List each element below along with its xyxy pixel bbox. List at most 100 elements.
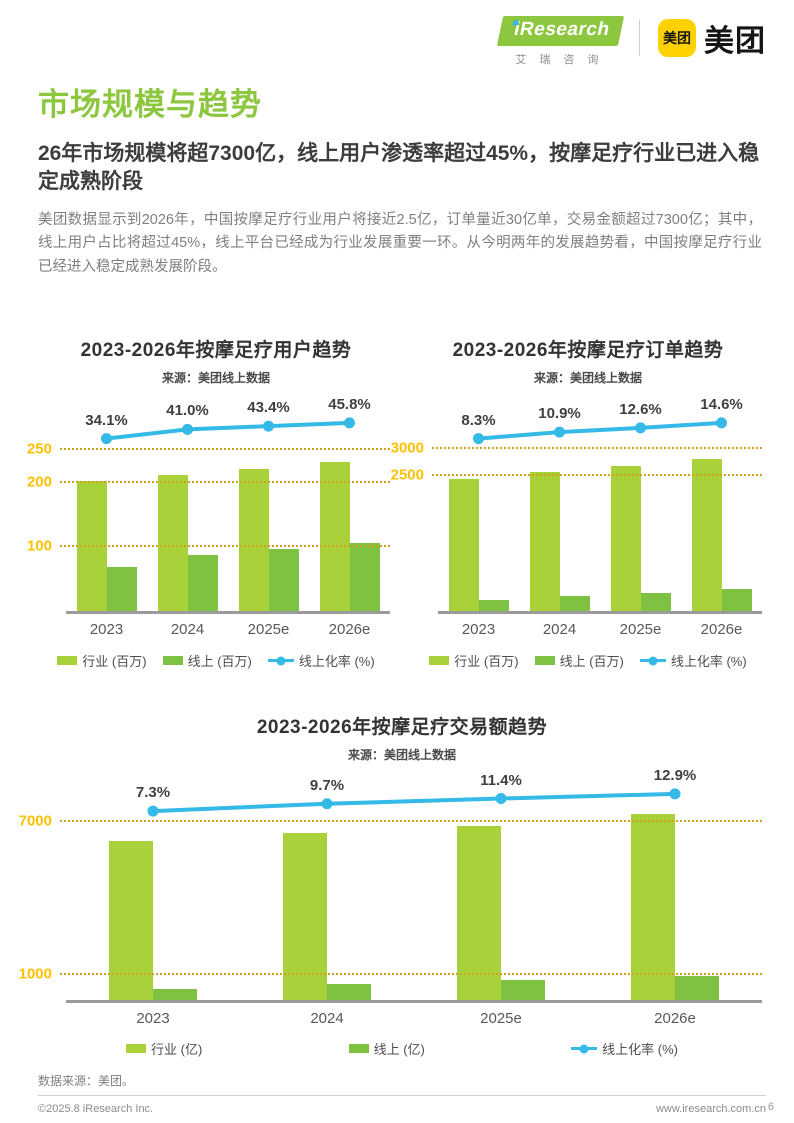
- online-bar: [501, 980, 545, 1001]
- users-trend-chart: 2023-2026年按摩足疗用户趋势 来源：美团线上数据 250 200 100 34…: [27, 335, 394, 670]
- bar-group: [691, 458, 752, 612]
- bar-group: [157, 474, 218, 612]
- x-axis-label: 2025e: [247, 621, 290, 639]
- rate-value-label: 14.6%: [700, 396, 743, 414]
- legend-label: 线上 (亿): [373, 1042, 425, 1058]
- legend: 行业 (百万) 线上 (百万) 线上化率 (%): [38, 651, 394, 670]
- footer-divider: [38, 1095, 766, 1097]
- industry-bar: [238, 469, 269, 612]
- online-bar: [559, 596, 590, 612]
- online-bar: [721, 588, 752, 612]
- chart-title: 2023-2026年按摩足疗交易额趋势: [256, 717, 548, 739]
- plot-area: 250 200 100 34.1% 41.0% 43.4% 45.8%: [27, 396, 390, 615]
- legend-label: 线上化率 (%): [602, 1042, 678, 1058]
- chart-title: 2023-2026年按摩足疗订单趋势: [452, 340, 724, 362]
- x-axis-label: 2026e: [700, 621, 743, 639]
- legend-item: 线上 (百万): [162, 651, 252, 670]
- gridline: 7000: [19, 813, 762, 830]
- bar-group: [529, 472, 590, 612]
- legend-label: 行业 (百万): [82, 654, 147, 670]
- online-bar: [640, 592, 671, 612]
- legend-item: 线上 (亿): [348, 1039, 425, 1058]
- x-axis-labels: 2023 2024 2025e 2026e: [66, 621, 390, 638]
- legend-item: 线上化率 (%): [267, 651, 375, 670]
- meituan-name: 美团: [704, 25, 766, 58]
- iresearch-chinese-name: 艾瑞咨询: [515, 54, 612, 66]
- online-bar: [675, 976, 719, 1001]
- online-bar: [268, 549, 299, 612]
- line-legend-marker: [571, 1044, 598, 1054]
- industry-bar: [529, 472, 560, 612]
- iresearch-logo-text: iResearch: [511, 19, 612, 40]
- charts-row: 2023-2026年按摩足疗用户趋势 来源：美团线上数据 250 200 100 34…: [27, 335, 766, 670]
- online-bar: [187, 555, 218, 612]
- x-axis-label: 2024: [170, 621, 205, 639]
- gridline: 200: [27, 473, 390, 490]
- bar-legend-swatch: [534, 656, 555, 666]
- rate-value-label: 7.3%: [135, 784, 171, 802]
- legend-item: 行业 (百万): [429, 651, 519, 670]
- bar-group: [448, 479, 509, 612]
- rate-point: [263, 420, 274, 432]
- gridline: 250: [27, 441, 390, 458]
- bar-group: [283, 833, 371, 1001]
- x-axis-labels: 2023 2024 2025e 2026e: [438, 621, 762, 638]
- website-link[interactable]: www.iresearch.com.cn: [655, 1103, 766, 1116]
- industry-bar: [283, 833, 327, 1001]
- x-axis-label: 2025e: [480, 1010, 522, 1028]
- rate-line: [101, 417, 355, 445]
- legend-item: 线上化率 (%): [571, 1039, 678, 1058]
- bar-legend-swatch: [126, 1044, 146, 1054]
- page-number: 6: [767, 1101, 774, 1113]
- bar-legend-swatch: [162, 656, 183, 666]
- copyright-text: ©2025.8 iResearch Inc.: [38, 1103, 154, 1116]
- bar-group: [319, 461, 380, 612]
- plot-area: 7000 1000 7.3% 9.7% 11.4% 12.9%: [19, 767, 762, 1004]
- legend-label: 行业 (亿): [151, 1042, 203, 1058]
- online-bar: [106, 566, 137, 612]
- page-title: 市场规模与趋势: [38, 87, 262, 122]
- meituan-logo-icon: 美团: [658, 19, 696, 57]
- meituan-logo: 美团 美团: [658, 16, 766, 60]
- chart-source: 来源：美团线上数据: [161, 371, 270, 386]
- rate-point: [495, 793, 507, 805]
- y-axis-tick-label: 200: [26, 473, 52, 491]
- rate-value-label: 8.3%: [461, 411, 496, 429]
- chart-source: 来源：美团线上数据: [347, 748, 456, 763]
- industry-bar: [157, 474, 188, 612]
- legend-label: 线上化率 (%): [670, 654, 747, 670]
- x-axis-label: 2026e: [328, 621, 371, 639]
- x-axis-label: 2023: [461, 621, 496, 639]
- section-heading: 26年市场规模将超7300亿，线上用户渗透率超过45%，按摩足疗行业已进入稳定成…: [38, 142, 760, 194]
- legend-item: 行业 (亿): [126, 1039, 202, 1058]
- rate-point: [101, 433, 112, 445]
- rate-value-label: 9.7%: [309, 776, 345, 794]
- y-axis-tick-label: 250: [26, 441, 52, 459]
- bar-group: [238, 469, 299, 612]
- rate-point: [669, 788, 681, 800]
- rate-value-label: 11.4%: [480, 771, 522, 789]
- rate-point: [554, 426, 565, 438]
- bar-group: [457, 825, 545, 1001]
- legend: 行业 (亿) 线上 (亿) 线上化率 (%): [38, 1039, 766, 1058]
- rate-value-label: 41.0%: [166, 402, 209, 420]
- gridline: 100: [27, 537, 390, 554]
- rate-line: [473, 417, 727, 445]
- line-legend-marker: [267, 656, 294, 666]
- line-legend-dot-icon: [648, 656, 658, 666]
- legend-item: 线上化率 (%): [639, 651, 747, 670]
- line-legend-dot-icon: [579, 1044, 589, 1054]
- iresearch-logo-icon: iResearch: [496, 16, 625, 46]
- y-axis-tick-label: 2500: [390, 466, 424, 484]
- rate-point: [635, 422, 646, 434]
- rate-point: [344, 417, 355, 429]
- rate-value-label: 45.8%: [328, 396, 371, 414]
- bar-group: [610, 466, 671, 612]
- y-axis-tick-label: 3000: [390, 439, 424, 457]
- x-axis-label: 2023: [89, 621, 124, 639]
- rate-line: [147, 788, 681, 817]
- bar-legend-swatch: [57, 656, 78, 666]
- plot-area: 3000 2500 8.3% 10.9% 12.6% 14.6%: [391, 396, 762, 615]
- industry-bar: [457, 825, 501, 1001]
